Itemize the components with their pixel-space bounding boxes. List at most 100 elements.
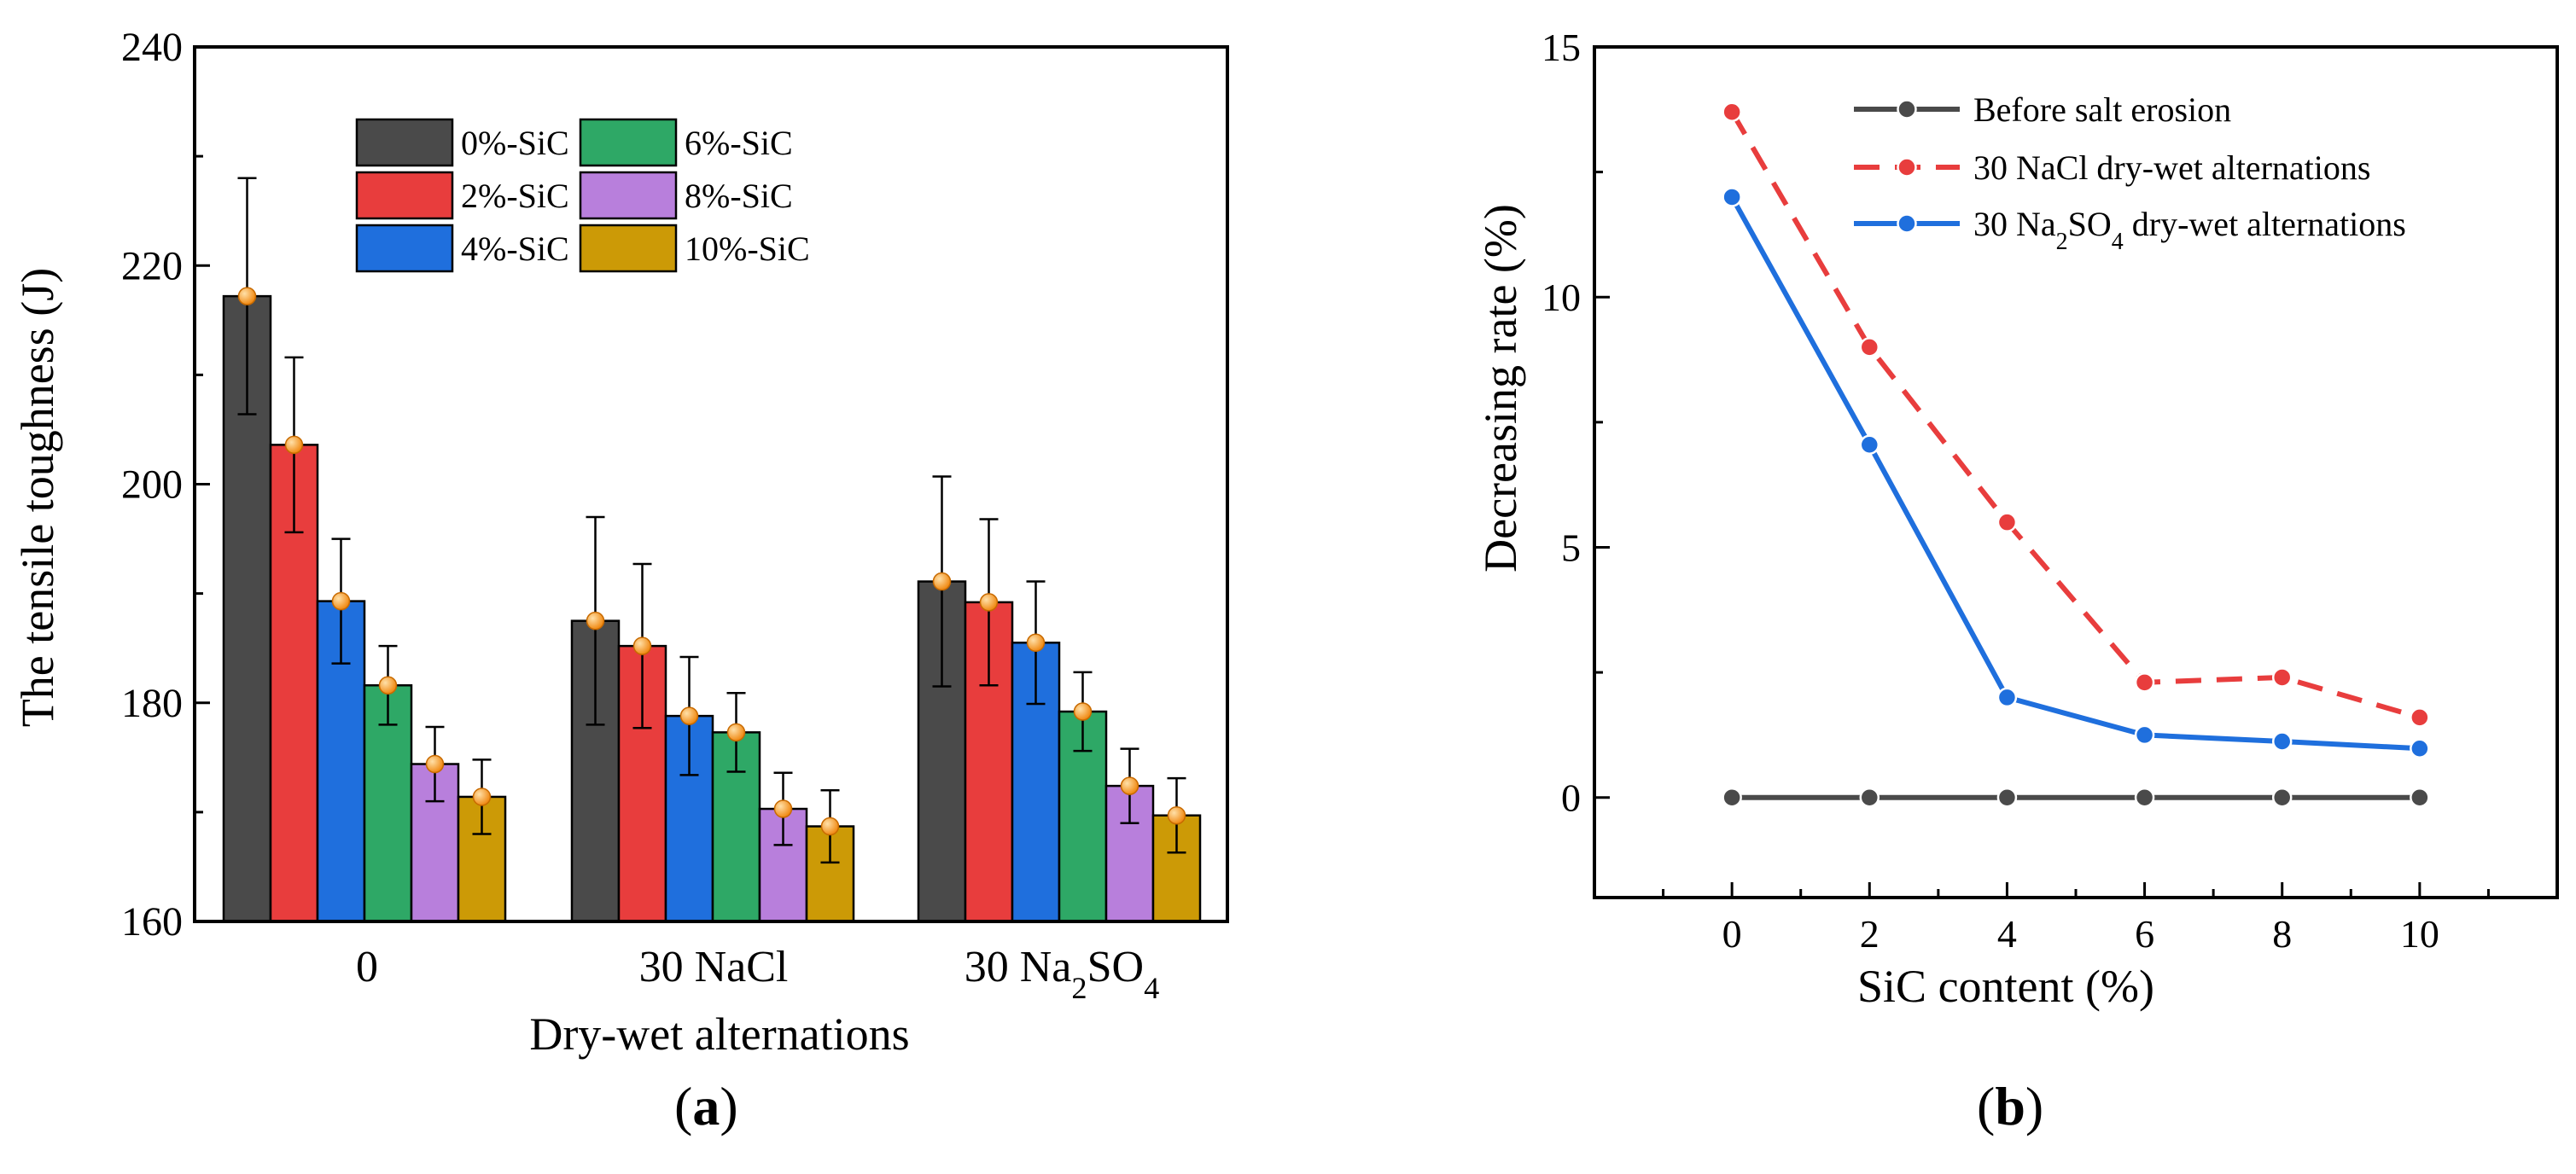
x-tick-label: 6 xyxy=(2135,912,2154,956)
x-category-label: 30 Na2SO4 xyxy=(965,943,1160,1005)
mean-marker xyxy=(378,676,398,695)
y-tick-label: 180 xyxy=(121,681,183,726)
x-axis-label-a: Dry-wet alternations xyxy=(529,1008,909,1060)
data-point xyxy=(1859,787,1880,808)
legend-label: 30 NaCl dry-wet alternations xyxy=(1973,148,2370,187)
mean-marker xyxy=(632,636,652,655)
legend-b: Before salt erosion 30 NaCl dry-wet alter… xyxy=(1854,90,2406,255)
mean-marker xyxy=(237,287,257,305)
data-point xyxy=(2271,731,2293,752)
data-point xyxy=(2134,787,2155,808)
legend-swatch xyxy=(355,224,454,273)
x-category-label: 30 NaCl xyxy=(639,943,789,991)
legend-a: 0%-SiC 2%-SiC 4%-SiC 6%-SiC 8%-SiC 10%-SiC xyxy=(355,118,810,273)
legend-swatch xyxy=(579,118,678,167)
line-group xyxy=(1729,110,2421,800)
data-point xyxy=(2410,738,2430,758)
mean-marker xyxy=(679,706,699,725)
x-tick-label: 4 xyxy=(1997,912,2017,956)
data-point xyxy=(2134,724,2155,746)
data-point xyxy=(2134,672,2155,693)
legend-label: 10%-SiC xyxy=(685,230,810,268)
panel-label-b: (b) xyxy=(1977,1076,2044,1136)
mean-marker xyxy=(726,723,746,742)
category-text: 30 Na xyxy=(965,943,1072,991)
legend-swatch xyxy=(579,224,678,273)
legend-text: dry-wet alternations xyxy=(2124,205,2406,243)
y-tick-label: 0 xyxy=(1561,776,1581,820)
panel-label-a: (a) xyxy=(674,1076,738,1136)
category-text: 0 xyxy=(356,943,378,991)
legend-marker xyxy=(1897,99,1917,119)
mean-marker-group xyxy=(237,287,1186,836)
legend-label: Before salt erosion xyxy=(1973,90,2231,129)
y-tick-label: 5 xyxy=(1561,526,1581,569)
y-tick-label: 200 xyxy=(121,462,183,508)
legend-text: 30 Na xyxy=(1973,205,2056,243)
data-point xyxy=(1996,787,2018,808)
mean-marker xyxy=(1026,633,1046,653)
legend-label: 8%-SiC xyxy=(685,177,793,215)
y-axis-label-b: Decreasing rate (%) xyxy=(1475,204,1526,572)
x-tick-label: 10 xyxy=(2400,912,2439,956)
data-point xyxy=(2410,707,2430,728)
legend-text: SO xyxy=(2068,205,2112,243)
y-axis-ticks-a: 160 180 200 220 240 xyxy=(121,25,210,944)
series-line xyxy=(1729,110,2421,720)
data-point xyxy=(2271,667,2293,688)
legend-label: 30 Na2SO4 dry-wet alternations xyxy=(1973,205,2406,255)
data-point xyxy=(2410,787,2430,808)
legend-swatch xyxy=(355,118,454,167)
category-text: SO xyxy=(1087,943,1144,991)
data-point xyxy=(1722,102,1742,122)
y-tick-label: 10 xyxy=(1542,276,1581,319)
chart-b: 0 2 4 6 8 10 0 5 10 15 Before salt erosion 30 NaCl… xyxy=(1475,26,2559,1012)
y-tick-label: 15 xyxy=(1542,26,1581,69)
x-tick-label: 2 xyxy=(1860,912,1880,956)
mean-marker xyxy=(472,788,492,806)
mean-marker xyxy=(284,435,304,455)
category-subscript: 4 xyxy=(1144,971,1159,1005)
y-tick-label: 240 xyxy=(121,25,183,70)
x-tick-label: 8 xyxy=(2272,912,2292,956)
data-point xyxy=(1722,187,1742,207)
legend-label: 0%-SiC xyxy=(461,124,569,162)
chart-a: 160 180 200 220 240 0 30 NaCl 30 Na2SO4 0%-SiC… xyxy=(12,25,1229,1060)
bar xyxy=(805,825,855,923)
mean-marker xyxy=(425,754,445,774)
legend-swatch xyxy=(355,171,454,220)
data-point xyxy=(1722,787,1742,808)
y-tick-label: 160 xyxy=(121,899,183,944)
legend-marker xyxy=(1897,213,1917,234)
data-point xyxy=(1859,434,1880,455)
mean-marker xyxy=(820,817,840,836)
x-category-label: 0 xyxy=(356,943,378,991)
mean-marker xyxy=(1167,805,1186,825)
point-group xyxy=(1722,102,2430,808)
legend-label: 6%-SiC xyxy=(685,124,793,162)
legend-subscript: 2 xyxy=(2056,229,2068,255)
mean-marker xyxy=(331,591,351,611)
legend-marker xyxy=(1897,157,1917,177)
mean-marker xyxy=(932,572,952,591)
legend-label: 4%-SiC xyxy=(461,230,569,268)
mean-marker xyxy=(979,593,999,612)
bar-group xyxy=(222,294,1202,923)
y-axis-label-a: The tensile toughness (J) xyxy=(12,268,63,727)
legend-label: 2%-SiC xyxy=(461,177,569,215)
category-text: 30 NaCl xyxy=(639,943,789,991)
legend-subscript: 4 xyxy=(2112,229,2124,255)
axis-ticks-b: 0 2 4 6 8 10 0 5 10 15 xyxy=(1542,26,2490,956)
mean-marker xyxy=(586,611,605,631)
series-line xyxy=(1729,195,2421,752)
x-axis-label-b: SiC content (%) xyxy=(1857,961,2154,1012)
category-subscript: 2 xyxy=(1071,971,1087,1005)
legend-swatch xyxy=(579,171,678,220)
x-axis-categories-a: 0 30 NaCl 30 Na2SO4 xyxy=(356,943,1159,1005)
mean-marker xyxy=(1073,702,1093,721)
mean-marker xyxy=(773,799,793,818)
data-point xyxy=(1996,512,2018,532)
y-tick-label: 220 xyxy=(121,243,183,288)
x-tick-label: 0 xyxy=(1722,912,1742,956)
